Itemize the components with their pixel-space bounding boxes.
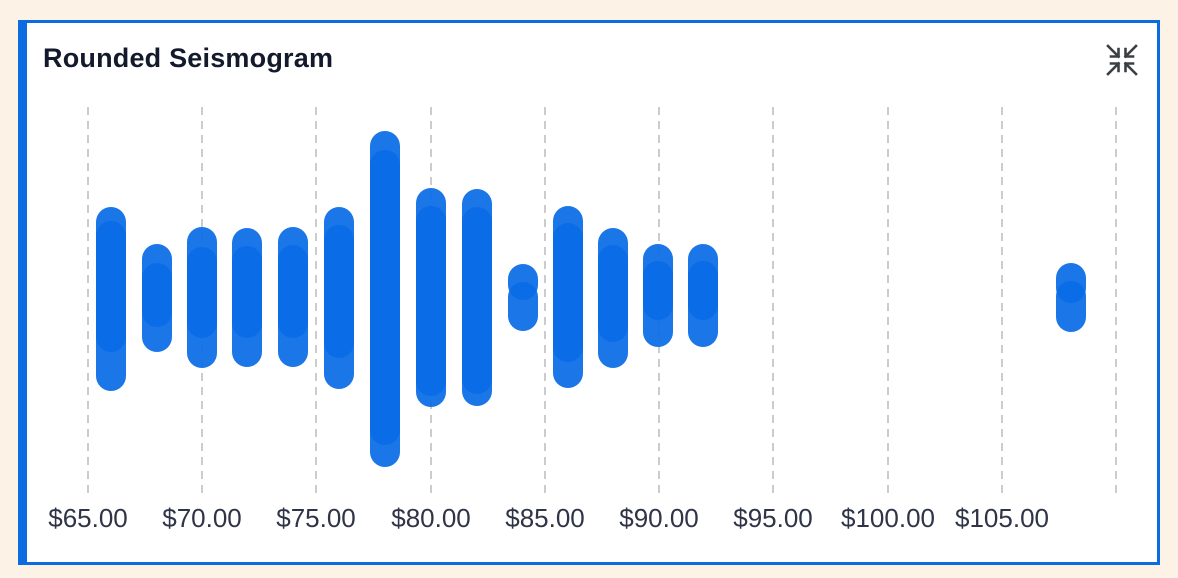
seismo-bar-segment[interactable] xyxy=(187,247,217,368)
seismo-bar-segment[interactable] xyxy=(96,221,126,391)
collapse-button[interactable] xyxy=(1102,40,1142,80)
seismo-bar-segment[interactable] xyxy=(462,207,492,406)
seismo-bar-segment[interactable] xyxy=(416,206,446,407)
seismo-bar-segment[interactable] xyxy=(370,150,400,467)
seismo-bar-segment[interactable] xyxy=(232,246,262,367)
seismo-bar-segment[interactable] xyxy=(324,225,354,389)
seismo-bar-segment[interactable] xyxy=(278,245,308,367)
collapse-icon xyxy=(1106,44,1138,76)
seismo-bar-segment[interactable] xyxy=(1056,281,1086,332)
seismo-bar-segment[interactable] xyxy=(598,245,628,368)
seismo-bar-segment[interactable] xyxy=(553,223,583,388)
seismo-bar-segment[interactable] xyxy=(688,261,718,347)
chart-title: Rounded Seismogram xyxy=(43,43,334,73)
seismo-bar-segment[interactable] xyxy=(142,263,172,352)
seismo-bar-segment[interactable] xyxy=(643,261,673,347)
seismo-bar-segment[interactable] xyxy=(508,282,538,331)
